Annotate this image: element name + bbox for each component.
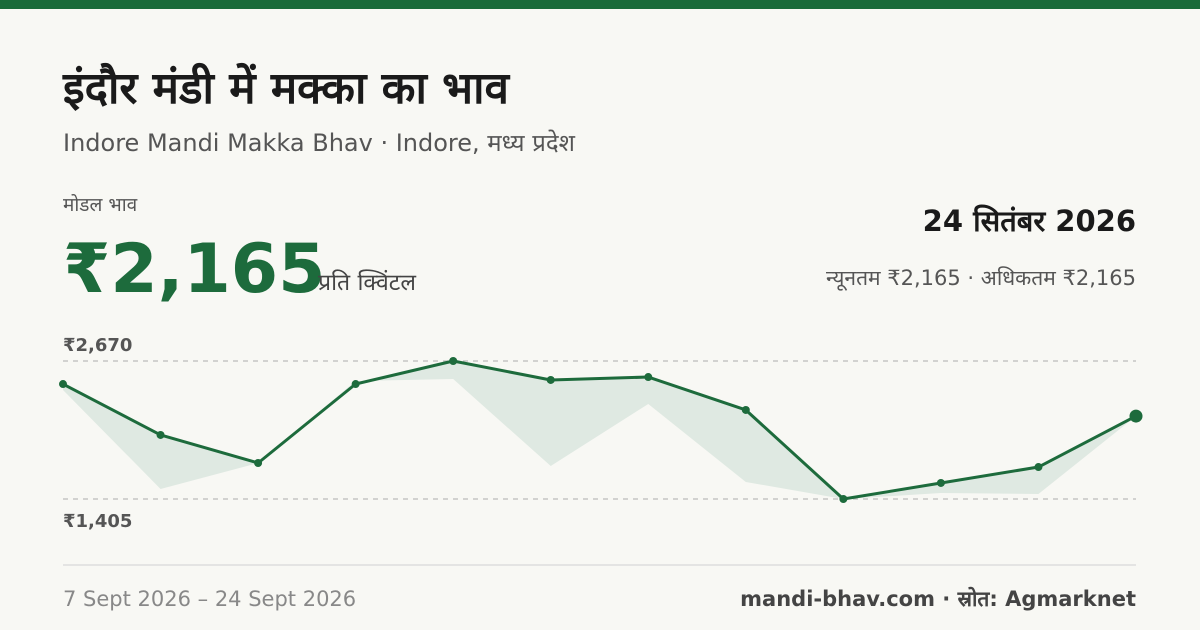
band-area <box>63 361 1136 499</box>
point <box>936 478 945 487</box>
price-range: न्यूनतम ₹2,165 · अधिकतम ₹2,165 <box>826 266 1136 291</box>
y-tick-label: ₹1,405 <box>63 511 132 532</box>
footer-source: mandi-bhav.com · स्रोत: Agmarknet <box>740 586 1136 611</box>
plot: ₹1,405 ₹2,670 <box>59 335 1143 532</box>
point <box>741 405 750 414</box>
title: इंदौर मंडी में मक्का का भाव <box>62 62 511 114</box>
point <box>644 373 653 382</box>
price: ₹2,165 <box>63 230 325 309</box>
point <box>839 495 848 503</box>
footer-dates: 7 Sept 2026 – 24 Sept 2026 <box>63 587 356 611</box>
point <box>156 430 165 439</box>
point <box>1034 463 1043 472</box>
top-bar <box>0 0 1200 9</box>
line <box>62 359 1137 501</box>
point <box>351 380 360 389</box>
point <box>254 459 263 467</box>
point <box>546 375 555 384</box>
subtitle: Indore Mandi Makka Bhav · Indore, मध्य प… <box>63 129 576 157</box>
unit: प्रति क्विंटल <box>318 269 416 296</box>
point <box>59 380 67 389</box>
date: 24 सितंबर 2026 <box>923 204 1136 238</box>
price-label: मोडल भाव <box>63 193 138 216</box>
point <box>449 357 458 365</box>
y-tick-label: ₹2,670 <box>63 335 132 356</box>
point <box>1129 409 1143 423</box>
